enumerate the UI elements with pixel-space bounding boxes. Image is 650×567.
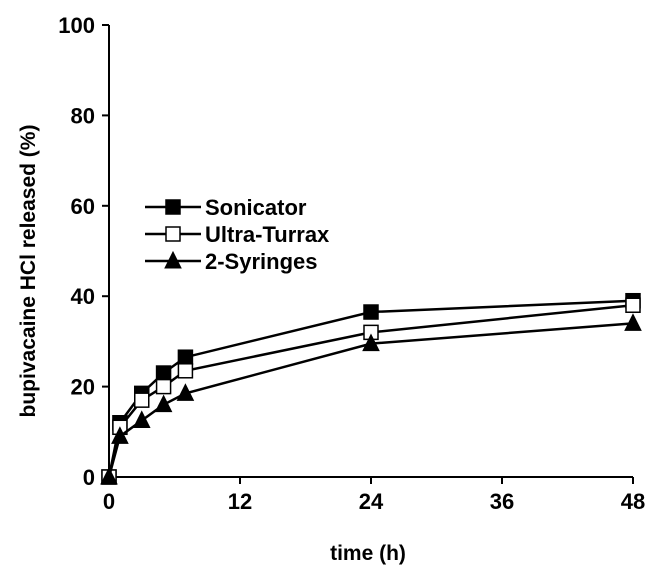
x-ticks: 0 12 24 36 48 (103, 477, 645, 514)
data-point (177, 349, 194, 365)
legend-marker (165, 226, 181, 242)
data-point (111, 426, 129, 444)
data-point (132, 410, 151, 428)
legend-entry: Sonicator (145, 195, 307, 220)
y-tick-label: 100 (58, 13, 95, 38)
data-point (100, 466, 118, 485)
x-axis-title: time (h) (330, 542, 406, 565)
legend-label: Ultra-Turrax (205, 222, 330, 247)
x-tick-label: 48 (621, 489, 645, 514)
data-point (134, 392, 150, 408)
y-tick-label: 80 (71, 103, 95, 128)
legend-entry: Ultra-Turrax (145, 222, 330, 247)
legend-label: Sonicator (205, 195, 307, 220)
data-point (154, 394, 173, 413)
x-tick-label: 0 (103, 489, 115, 514)
x-tick-label: 24 (359, 489, 384, 514)
series-3 (100, 313, 642, 485)
data-point (155, 378, 172, 395)
y-axis-title: bupivacaine HCl released (%) (17, 125, 40, 418)
legend-entry: 2-Syringes (145, 249, 318, 274)
legend-marker (164, 250, 182, 269)
legend-marker (165, 199, 181, 215)
x-tick-label: 12 (228, 489, 252, 514)
y-tick-label: 0 (83, 465, 95, 490)
data-point (362, 333, 380, 352)
data-point (363, 304, 379, 320)
y-tick-label: 20 (71, 375, 95, 400)
legend-label: 2-Syringes (205, 249, 318, 274)
x-tick-label: 36 (490, 489, 514, 514)
axes (108, 25, 633, 478)
data-point (624, 313, 642, 331)
data-point (625, 297, 641, 313)
data-point (177, 363, 194, 379)
y-tick-label: 60 (71, 194, 95, 219)
y-ticks: 0 20 40 60 80 100 (58, 13, 109, 490)
series-layer (100, 292, 642, 485)
data-point (176, 383, 195, 401)
y-tick-label: 40 (71, 284, 95, 309)
data-point (155, 365, 172, 381)
